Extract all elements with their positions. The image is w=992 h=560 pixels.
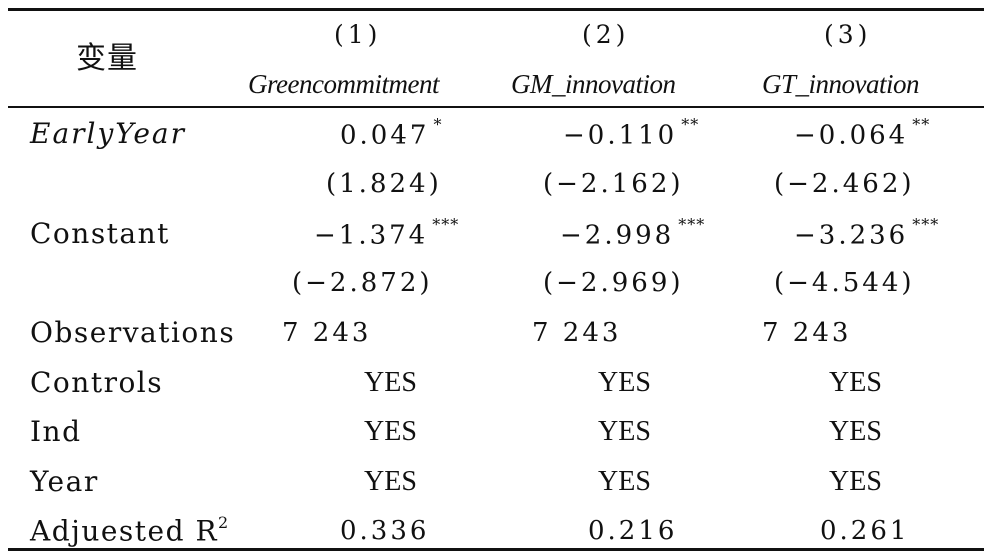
ind-col3: YES — [829, 416, 882, 447]
year-col2: YES — [598, 466, 651, 497]
header-col1-name: Greencommitment — [248, 69, 439, 99]
bottom-rule — [8, 548, 984, 551]
row-label-ind: Ind — [30, 415, 82, 448]
adjusted-r2-col2: 0.216 — [588, 516, 678, 546]
top-rule — [8, 8, 984, 11]
ind-col1: YES — [364, 416, 417, 447]
earlyyear-col2: −0.110 ** — [563, 115, 700, 151]
header-col2-name: GM_innovation — [511, 69, 676, 99]
observations-col3: 7 243 — [762, 318, 852, 348]
adjusted-r2-col1: 0.336 — [340, 516, 430, 546]
row-label-adjusted-r2: Adjuested R2 — [30, 513, 230, 548]
earlyyear-tstat-col2: (−2.162) — [543, 169, 684, 199]
row-label-observations: Observations — [30, 316, 236, 349]
constant-col1: −1.374 *** — [314, 215, 460, 251]
earlyyear-col3: −0.064 ** — [794, 115, 931, 151]
year-col3: YES — [829, 466, 882, 497]
controls-col3: YES — [829, 367, 882, 398]
earlyyear-col1: 0.047 * — [340, 115, 443, 151]
year-col1: YES — [364, 466, 417, 497]
header-col3-number: (3) — [824, 20, 872, 49]
observations-col2: 7 243 — [532, 318, 622, 348]
constant-col2: −2.998 *** — [560, 215, 706, 251]
header-col1-number: (1) — [334, 20, 382, 49]
constant-tstat-col3: (−4.544) — [774, 268, 915, 298]
header-variable-label: 变量 — [76, 41, 138, 76]
controls-col1: YES — [364, 367, 417, 398]
header-rule — [8, 106, 984, 108]
observations-col1: 7 243 — [282, 318, 372, 348]
row-label-controls: Controls — [30, 366, 164, 399]
header-col3-name: GT_innovation — [762, 69, 920, 99]
constant-tstat-col1: (−2.872) — [292, 268, 433, 298]
row-label-constant: Constant — [30, 217, 170, 250]
regression-table: 变量 (1) (2) (3) Greencommitment GM_innova… — [8, 8, 984, 552]
earlyyear-tstat-col3: (−2.462) — [774, 169, 915, 199]
constant-col3: −3.236 *** — [794, 215, 940, 251]
adjusted-r2-col3: 0.261 — [820, 516, 910, 546]
earlyyear-tstat-col1: (1.824) — [326, 169, 442, 199]
header-col2-number: (2) — [582, 20, 630, 49]
controls-col2: YES — [598, 367, 651, 398]
row-label-earlyyear: EarlyYear — [30, 117, 186, 150]
ind-col2: YES — [598, 416, 651, 447]
row-label-year: Year — [30, 465, 99, 498]
constant-tstat-col2: (−2.969) — [543, 268, 684, 298]
